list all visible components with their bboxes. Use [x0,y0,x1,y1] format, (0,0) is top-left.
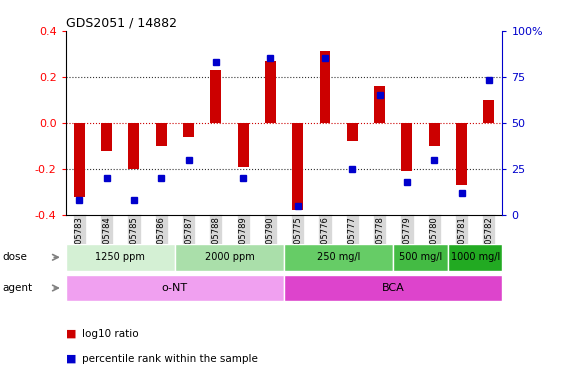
Bar [175,244,284,271]
Text: ■: ■ [66,329,76,339]
Bar [284,275,502,301]
Bar [284,244,393,271]
Text: o-NT: o-NT [162,283,188,293]
Bar [74,123,85,197]
Bar [484,100,494,123]
Bar [66,275,284,301]
Text: agent: agent [3,283,33,293]
Bar [320,51,331,123]
Bar [374,86,385,123]
Bar [347,123,358,141]
Bar [456,123,467,185]
Bar [238,123,248,167]
Bar [292,123,303,210]
Text: GDS2051 / 14882: GDS2051 / 14882 [66,17,176,30]
Bar [66,244,175,271]
Text: BCA: BCA [382,283,405,293]
Text: 1000 mg/l: 1000 mg/l [451,252,500,262]
Bar [183,123,194,137]
Bar [401,123,412,171]
Bar [429,123,440,146]
Bar [210,70,222,123]
Bar [128,123,139,169]
Text: dose: dose [3,252,28,262]
Text: 2000 ppm: 2000 ppm [204,252,254,262]
Bar [448,244,502,271]
Text: percentile rank within the sample: percentile rank within the sample [82,354,258,364]
Text: log10 ratio: log10 ratio [82,329,138,339]
Text: 250 mg/l: 250 mg/l [317,252,360,262]
Text: 500 mg/l: 500 mg/l [399,252,442,262]
Bar [156,123,167,146]
Bar [101,123,112,151]
Bar [265,61,276,123]
Bar [393,244,448,271]
Text: 1250 ppm: 1250 ppm [95,252,145,262]
Text: ■: ■ [66,354,76,364]
